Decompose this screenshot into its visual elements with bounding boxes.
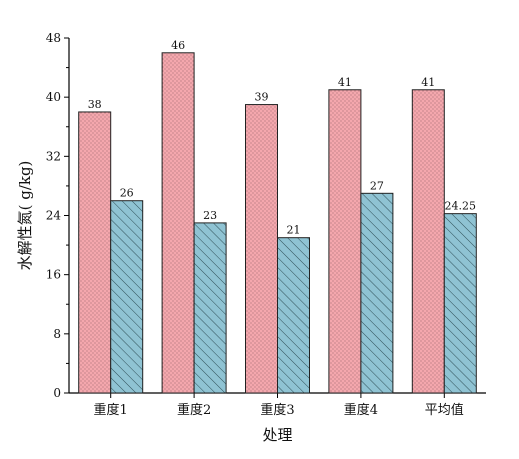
bar-series-1 [411, 89, 445, 394]
y-tick-label: 32 [46, 149, 61, 163]
bar-series-2 [443, 213, 477, 394]
bar-value-label: 24.25 [445, 200, 477, 213]
bar-value-label: 41 [421, 76, 435, 89]
labels: 0 8 16 24 32 40 48 重度1 38 26 重度2 46 23 重度3 39 21 重度4 41 27… [46, 31, 476, 418]
bar-value-label: 26 [120, 187, 134, 200]
bar-series-2 [110, 200, 144, 394]
y-tick-label: 0 [53, 386, 61, 400]
bar-value-label: 41 [338, 76, 352, 89]
bar-value-label: 21 [287, 224, 301, 237]
bar-value-label: 46 [171, 39, 185, 52]
x-category-label: 重度2 [177, 402, 211, 418]
bar-series-1 [78, 111, 112, 394]
bars [78, 52, 477, 394]
bar-value-label: 39 [255, 91, 269, 104]
x-category-label: 重度3 [260, 402, 294, 418]
y-tick-label: 16 [46, 268, 61, 282]
bar-value-label: 27 [370, 179, 384, 192]
bar-value-label: 23 [203, 209, 217, 222]
bar-series-1 [328, 89, 362, 394]
bar-value-label: 38 [88, 98, 102, 111]
bar-series-2 [193, 222, 227, 394]
x-category-label: 平均值 [425, 402, 464, 418]
bar-series-2 [360, 192, 394, 394]
bar-series-1 [161, 52, 195, 394]
y-tick-label: 24 [46, 209, 62, 223]
y-tick-label: 8 [53, 327, 61, 341]
x-category-label: 重度1 [94, 402, 128, 418]
bar-series-2 [277, 237, 310, 394]
x-axis-title: 处理 [262, 426, 292, 444]
bar-series-1 [245, 104, 278, 394]
y-tick-label: 48 [46, 31, 61, 45]
x-category-label: 重度4 [344, 402, 378, 418]
y-tick-label: 40 [46, 90, 61, 104]
y-axis-title: 水解性氮( g/kg) [16, 161, 34, 271]
